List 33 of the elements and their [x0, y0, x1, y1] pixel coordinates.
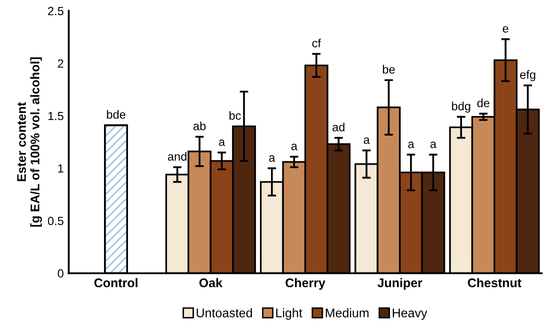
data-label: a: [430, 142, 436, 148]
data-label: a: [291, 144, 298, 150]
data-label: cf: [312, 38, 321, 48]
data-label: a: [364, 137, 370, 144]
data-label: a: [408, 142, 414, 148]
y-tick-label: 0.5: [48, 216, 64, 226]
x-tick-label: Juniper: [377, 278, 422, 290]
y-tick-label: 0: [58, 269, 64, 278]
data-label: bde: [106, 110, 126, 119]
data-label: a: [269, 155, 276, 162]
y-tick-label: 2.5: [48, 6, 64, 16]
legend-label: Untoasted: [196, 308, 252, 318]
y-tick-label: 1.5: [48, 112, 64, 120]
x-tick-label: Control: [94, 278, 138, 288]
legend-label: Light: [276, 308, 302, 320]
y-axis-title: Ester content [g EA/L of 100% vol. alcohol]: [17, 57, 42, 227]
data-label: be: [382, 64, 395, 74]
data-label: bc: [230, 111, 241, 120]
y-tick-label: 1: [58, 164, 64, 173]
data-label: efg: [520, 70, 536, 82]
legend-label: Heavy: [392, 308, 428, 320]
y-tick-label: 2: [58, 59, 64, 68]
x-tick-label: Oak: [199, 278, 222, 288]
x-tick-label: Chestnut: [468, 278, 522, 288]
data-label: de: [477, 98, 490, 108]
data-label: bdg: [452, 102, 470, 113]
data-label: and: [168, 152, 186, 161]
x-tick-label: Cherry: [286, 278, 326, 290]
data-label: e: [502, 26, 508, 33]
data-label: ad: [332, 122, 344, 132]
data-label: ab: [193, 122, 206, 130]
data-label: a: [218, 140, 226, 146]
legend-label: Medium: [326, 308, 368, 318]
